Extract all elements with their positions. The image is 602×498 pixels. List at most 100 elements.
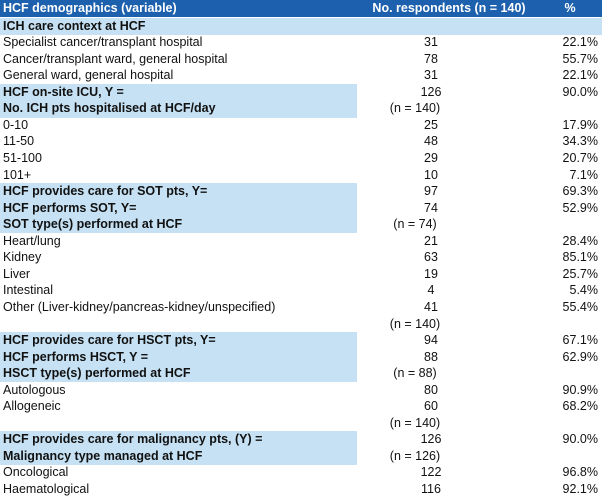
row-count: 94: [424, 333, 438, 348]
row-percent: 5.4%: [569, 283, 599, 298]
row-label: Haematological: [3, 482, 90, 496]
row-label: Cancer/transplant ward, general hospital: [3, 51, 228, 66]
row-percent: 17.9%: [562, 117, 598, 132]
section-highlight: [0, 332, 357, 350]
table-row: HCF provides care for SOT pts, Y= 97 69.3%: [0, 183, 602, 201]
header-respondents: No. respondents (n = 140): [372, 1, 526, 15]
header-percent: %: [564, 1, 576, 15]
row-label: HCF performs HSCT, Y =: [3, 349, 149, 364]
row-count: 126: [420, 84, 442, 99]
row-percent: 62.9%: [562, 349, 598, 364]
table-row: HCF performs SOT, Y= 74 52.9%: [0, 199, 602, 217]
section-highlight: [0, 365, 357, 383]
row-label: Allogeneic: [3, 399, 61, 414]
table-row: Allogeneic 60 68.2%: [0, 398, 602, 415]
row-label: HCF provides care for malignancy pts, (Y…: [3, 432, 263, 447]
table-row: Cancer/transplant ward, general hospital…: [0, 51, 602, 68]
section-highlight: [0, 216, 357, 234]
row-count: 29: [424, 151, 438, 165]
table-row: HCF provides care for HSCT pts, Y= 94 67.1…: [0, 332, 602, 350]
table-row: Heart/lung 21 28.4%: [0, 233, 602, 250]
row-label: HCF performs SOT, Y=: [3, 200, 137, 215]
row-label: Oncological: [3, 465, 69, 480]
row-percent: 20.7%: [562, 151, 598, 165]
row-count: 31: [424, 35, 438, 50]
row-label: Autologous: [3, 382, 66, 397]
row-percent: 67.1%: [562, 333, 598, 348]
row-percent: 96.8%: [562, 465, 598, 480]
row-count: 126: [420, 432, 442, 447]
row-subset-note: (n = 140): [389, 415, 441, 430]
row-label: Liver: [3, 266, 31, 281]
row-count: 25: [424, 117, 438, 132]
table-row: (n = 140): [0, 316, 602, 333]
table-row: Kidney 63 85.1%: [0, 249, 602, 266]
row-label: 101+: [3, 167, 32, 182]
row-percent: 22.1%: [562, 68, 598, 83]
row-label: Other (Liver-kidney/pancreas-kidney/unsp…: [3, 299, 276, 314]
row-percent: 52.9%: [562, 200, 598, 215]
row-percent: 55.7%: [562, 51, 598, 66]
row-count: 31: [424, 68, 438, 83]
table-row: Oncological 122 96.8%: [0, 464, 602, 481]
table-row: Malignancy type managed at HCF (n = 126): [0, 447, 602, 466]
row-percent: 34.3%: [562, 134, 598, 149]
row-label: 51-100: [3, 151, 42, 165]
row-count: 41: [424, 299, 438, 314]
row-label: Malignancy type managed at HCF: [3, 448, 203, 463]
table-row: HCF on-site ICU, Y = 126 90.0%: [0, 83, 602, 101]
row-percent: 90.9%: [562, 382, 598, 397]
row-label: Specialist cancer/transplant hospital: [3, 35, 203, 50]
table-row: 101+ 10 7.1%: [0, 167, 602, 184]
table-row: No. ICH pts hospitalised at HCF/day (n = …: [0, 100, 602, 118]
table-row: Haematological 116 92.1%: [0, 481, 602, 498]
row-count: 21: [424, 233, 438, 248]
row-count: 60: [424, 399, 438, 414]
row-percent: 90.0%: [562, 432, 598, 447]
section-highlight: [0, 17, 602, 35]
section-highlight: [0, 348, 357, 366]
row-percent: 85.1%: [562, 250, 598, 265]
table-row: 11-50 48 34.3%: [0, 133, 602, 150]
row-subset-note: (n = 74): [393, 217, 437, 232]
section-highlight: [0, 447, 357, 466]
row-percent: 22.1%: [562, 35, 598, 50]
row-label: ICH care context at HCF: [3, 18, 146, 33]
row-label: General ward, general hospital: [3, 68, 174, 83]
table-row: ICH care context at HCF: [0, 17, 602, 35]
row-label: No. ICH pts hospitalised at HCF/day: [3, 101, 216, 116]
row-subset-note: (n = 88): [393, 366, 437, 381]
row-label: HCF provides care for HSCT pts, Y=: [3, 333, 216, 348]
table-row: Other (Liver-kidney/pancreas-kidney/unsp…: [0, 299, 602, 316]
row-count: 97: [424, 184, 438, 199]
table-row: General ward, general hospital 31 22.1%: [0, 67, 602, 84]
row-subset-note: (n = 140): [389, 316, 441, 331]
row-count: 88: [424, 349, 438, 364]
row-percent: 69.3%: [562, 184, 598, 199]
table-row: HSCT type(s) performed at HCF (n = 88): [0, 365, 602, 383]
row-count: 78: [424, 51, 438, 66]
row-subset-note: (n = 140): [389, 101, 441, 116]
row-count: 48: [424, 134, 438, 149]
row-label: HSCT type(s) performed at HCF: [3, 366, 191, 381]
row-count: 19: [424, 266, 438, 281]
row-label: HCF provides care for SOT pts, Y=: [3, 184, 208, 199]
row-percent: 90.0%: [562, 84, 598, 99]
row-label: Heart/lung: [3, 233, 61, 248]
table-row: Specialist cancer/transplant hospital 31 2…: [0, 34, 602, 51]
section-highlight: [0, 100, 357, 118]
section-highlight: [0, 183, 357, 201]
header-variable: HCF demographics (variable): [3, 1, 177, 15]
row-label: Kidney: [3, 250, 42, 265]
row-percent: 7.1%: [569, 167, 599, 182]
row-percent: 25.7%: [562, 266, 598, 281]
table-row: Intestinal 4 5.4%: [0, 282, 602, 299]
row-count: 122: [420, 465, 442, 480]
table-row: (n = 140): [0, 415, 602, 432]
row-count: 80: [424, 382, 438, 397]
row-label: 11-50: [3, 134, 35, 149]
row-count: 63: [424, 250, 438, 265]
table-row: Autologous 80 90.9%: [0, 382, 602, 399]
table-row: 51-100 29 20.7%: [0, 150, 602, 167]
